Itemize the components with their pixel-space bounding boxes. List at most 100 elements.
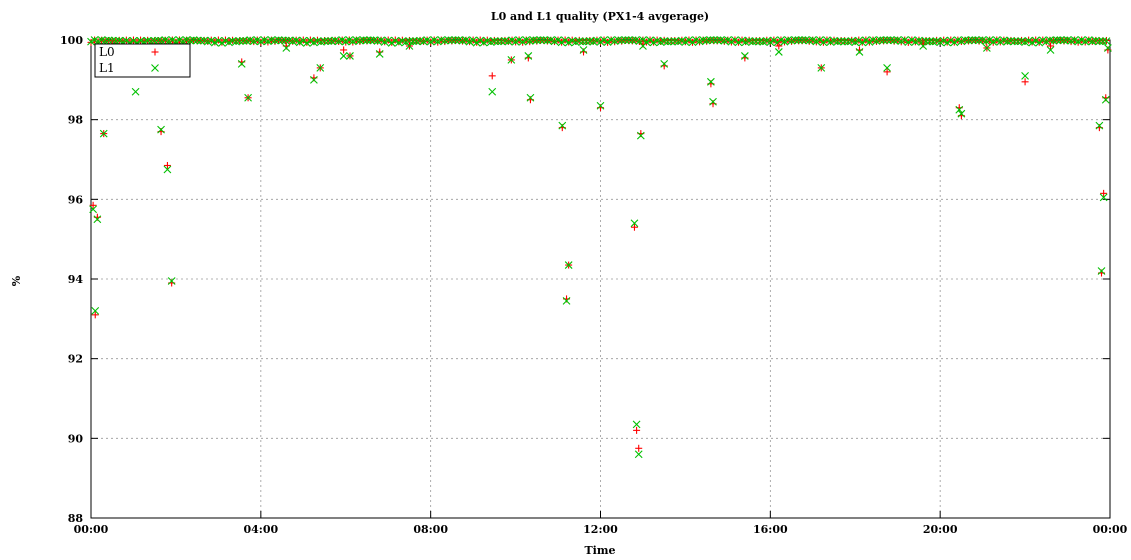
point-l1 xyxy=(316,63,325,72)
point-l1 xyxy=(904,38,913,46)
point-l1 xyxy=(925,37,934,46)
point-l1 xyxy=(798,36,807,44)
x-tick-label: 16:00 xyxy=(753,523,788,536)
point-l1 xyxy=(731,36,739,44)
point-l1 xyxy=(639,42,647,50)
x-axis-label: Time xyxy=(584,544,615,557)
point-l1 xyxy=(707,77,715,86)
point-l1 xyxy=(310,75,318,84)
point-l1 xyxy=(532,36,541,45)
x-tick-label: 00:00 xyxy=(74,523,109,536)
point-l1 xyxy=(89,205,98,214)
point-l1 xyxy=(837,37,845,46)
point-l1 xyxy=(794,36,803,44)
point-l1 xyxy=(444,36,453,44)
point-l1 xyxy=(1028,38,1037,47)
point-l1 xyxy=(339,52,348,60)
point-l1 xyxy=(791,36,799,44)
point-l1 xyxy=(1099,37,1107,46)
y-tick-label: 88 xyxy=(68,512,84,525)
y-tick-label: 92 xyxy=(68,353,83,366)
point-l1 xyxy=(488,87,497,96)
point-l1 xyxy=(819,38,828,47)
point-l1 xyxy=(634,450,643,459)
x-tick-labels: 00:00 04:00 08:00 12:00 16:00 20:00 00:00 xyxy=(74,523,1128,536)
point-l1 xyxy=(157,125,165,134)
legend-label-l0: L0 xyxy=(99,45,115,59)
x-tick-label: 04:00 xyxy=(243,523,278,536)
legend-marker-l1 xyxy=(151,64,159,72)
point-l1 xyxy=(663,37,672,46)
point-l1 xyxy=(600,36,608,44)
point-l1 xyxy=(384,36,393,45)
point-l1 xyxy=(1097,267,1106,275)
point-l1 xyxy=(299,36,308,45)
point-l1 xyxy=(883,36,891,44)
point-l1 xyxy=(526,93,535,102)
point-l1 xyxy=(773,38,782,47)
point-l1 xyxy=(536,36,545,44)
point-l1 xyxy=(507,56,516,64)
point-l1 xyxy=(858,38,867,47)
point-l1 xyxy=(150,36,159,45)
x-tick-label: 12:00 xyxy=(583,523,618,536)
point-l0 xyxy=(635,444,643,452)
y-axis-label: % xyxy=(10,275,23,286)
point-l1 xyxy=(1010,37,1019,46)
point-l1 xyxy=(579,46,588,54)
point-l1 xyxy=(1095,37,1104,46)
point-l1 xyxy=(646,36,654,45)
point-l1 xyxy=(129,36,138,45)
point-l1 xyxy=(774,48,783,56)
point-l1 xyxy=(740,52,749,60)
point-l0 xyxy=(1021,78,1029,86)
point-l1 xyxy=(561,36,570,45)
point-l1 xyxy=(494,37,502,46)
point-l1 xyxy=(524,52,533,60)
point-l1 xyxy=(490,37,499,46)
point-l1 xyxy=(366,36,375,45)
point-l1 xyxy=(968,36,976,44)
point-l1 xyxy=(636,131,645,140)
point-l1 xyxy=(469,36,478,45)
point-l1 xyxy=(1060,36,1068,45)
point-l0 xyxy=(630,223,638,231)
point-l1 xyxy=(557,38,566,47)
point-l1 xyxy=(302,39,311,47)
y-tick-label: 98 xyxy=(68,114,84,127)
point-l1 xyxy=(709,97,717,106)
point-l1 xyxy=(621,36,630,44)
point-l1 xyxy=(639,36,647,44)
point-l1 xyxy=(706,36,715,44)
point-l0 xyxy=(488,72,496,80)
point-l1 xyxy=(99,129,108,138)
point-l0 xyxy=(775,42,783,50)
point-l1 xyxy=(91,306,100,315)
point-l1 xyxy=(1101,95,1110,104)
point-l1 xyxy=(660,60,669,68)
point-l1 xyxy=(596,101,605,110)
x-tick-label: 08:00 xyxy=(413,523,448,536)
point-l1 xyxy=(554,36,562,44)
legend: L0 L1 xyxy=(94,43,191,78)
point-l1 xyxy=(769,36,778,45)
point-l1 xyxy=(815,36,824,44)
point-l1 xyxy=(855,48,864,56)
point-l1 xyxy=(387,39,396,47)
point-l1 xyxy=(363,36,371,45)
point-l1 xyxy=(214,36,223,45)
point-l1 xyxy=(562,297,571,305)
point-l0 xyxy=(487,37,495,45)
legend-box xyxy=(94,43,191,78)
point-l1 xyxy=(207,36,216,45)
point-l1 xyxy=(713,36,722,44)
point-l1 xyxy=(1102,37,1111,46)
point-l1 xyxy=(817,63,826,72)
point-l1 xyxy=(876,36,884,44)
point-l0 xyxy=(1100,189,1108,197)
point-l1 xyxy=(375,50,384,58)
point-l1 xyxy=(603,38,612,46)
point-l1 xyxy=(476,36,485,45)
y-tick-label: 96 xyxy=(68,193,84,206)
